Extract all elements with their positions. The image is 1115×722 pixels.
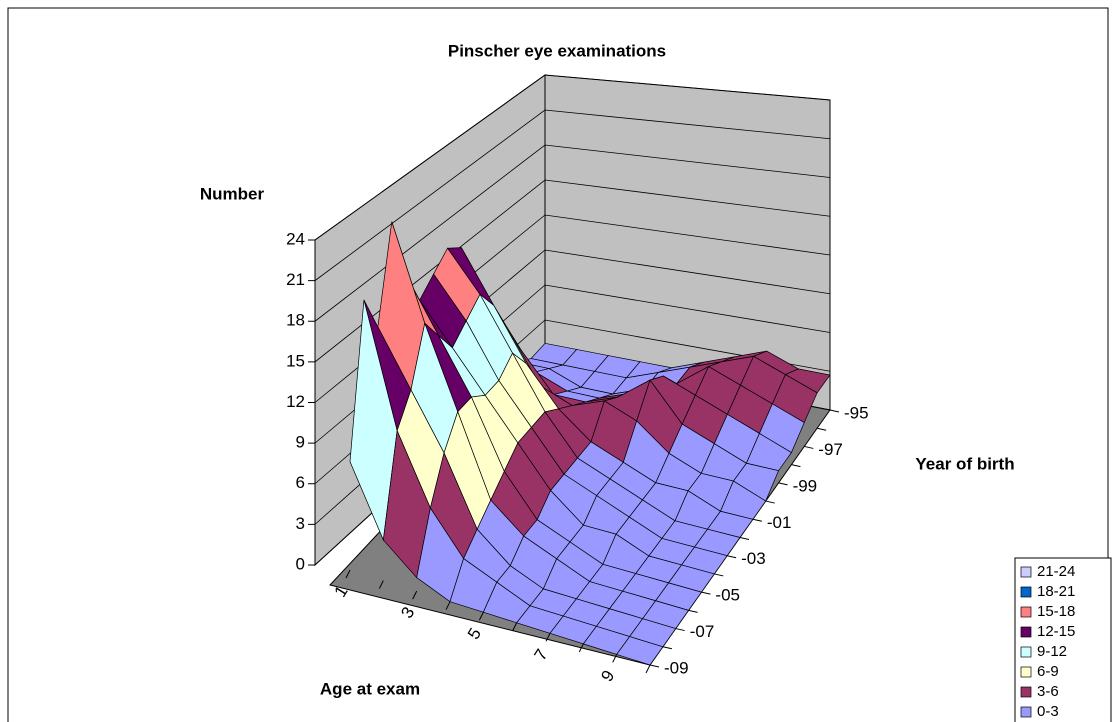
x-tick [445, 601, 451, 610]
z-axis-title: Number [200, 184, 265, 203]
y-axis-title: Year of birth [915, 454, 1014, 473]
y-tick [829, 409, 840, 413]
y-tick [791, 464, 801, 468]
grid-line [314, 74, 831, 241]
x-axis-title: Age at exam [320, 679, 420, 698]
legend-swatch [1020, 566, 1032, 578]
y-tick-label: -09 [664, 658, 689, 677]
z-tick-label: 9 [296, 433, 305, 452]
y-tick [765, 500, 775, 504]
legend-swatch [1020, 626, 1032, 638]
y-tick [727, 555, 737, 559]
legend-swatch [1020, 606, 1032, 618]
legend-swatch [1020, 646, 1032, 658]
y-tick [649, 664, 660, 668]
x-tick [412, 590, 418, 600]
legend-swatch [1020, 666, 1032, 678]
legend-swatch [1020, 586, 1032, 598]
z-tick-label: 0 [296, 554, 305, 573]
z-tick-label: 12 [286, 392, 305, 411]
x-tick [612, 654, 618, 663]
legend-label: 6-9 [1037, 663, 1059, 680]
x-tick [645, 664, 651, 674]
y-tick [752, 518, 762, 522]
z-tick-label: 15 [286, 351, 305, 370]
y-tick [688, 609, 698, 613]
x-tick [378, 580, 384, 589]
legend-swatch [1020, 686, 1032, 698]
legend-label: 3-6 [1037, 683, 1059, 700]
legend-label: 15-18 [1037, 603, 1075, 620]
x-tick [512, 622, 518, 632]
legend-swatch [1020, 706, 1032, 718]
y-tick-label: -99 [793, 476, 818, 495]
y-tick [778, 482, 788, 486]
y-tick [804, 445, 814, 449]
y-tick-label: -07 [690, 622, 715, 641]
y-tick-label: -03 [741, 549, 766, 568]
legend-label: 0-3 [1037, 703, 1059, 720]
y-tick [701, 591, 711, 595]
y-tick-label: -01 [767, 513, 792, 532]
legend-label: 18-21 [1037, 583, 1075, 600]
chart-title: Pinscher eye examinations [448, 41, 666, 60]
x-tick [345, 569, 351, 579]
y-tick [662, 646, 672, 650]
x-tick [578, 643, 584, 653]
y-tick-label: -95 [844, 403, 869, 422]
legend-label: 12-15 [1037, 623, 1075, 640]
y-tick [817, 427, 827, 431]
y-tick [714, 573, 724, 577]
y-tick [675, 628, 685, 632]
x-tick [478, 611, 484, 621]
z-tick-label: 24 [286, 229, 305, 248]
y-tick [739, 537, 750, 540]
y-tick-label: -97 [818, 440, 843, 459]
x-tick [545, 633, 551, 642]
z-tick-label: 6 [296, 473, 305, 492]
legend-label: 21-24 [1037, 563, 1075, 580]
y-tick-label: -05 [715, 586, 740, 605]
legend-label: 9-12 [1037, 643, 1067, 660]
z-tick-label: 18 [286, 311, 305, 330]
z-tick-label: 3 [296, 514, 305, 533]
z-tick-label: 21 [286, 270, 305, 289]
